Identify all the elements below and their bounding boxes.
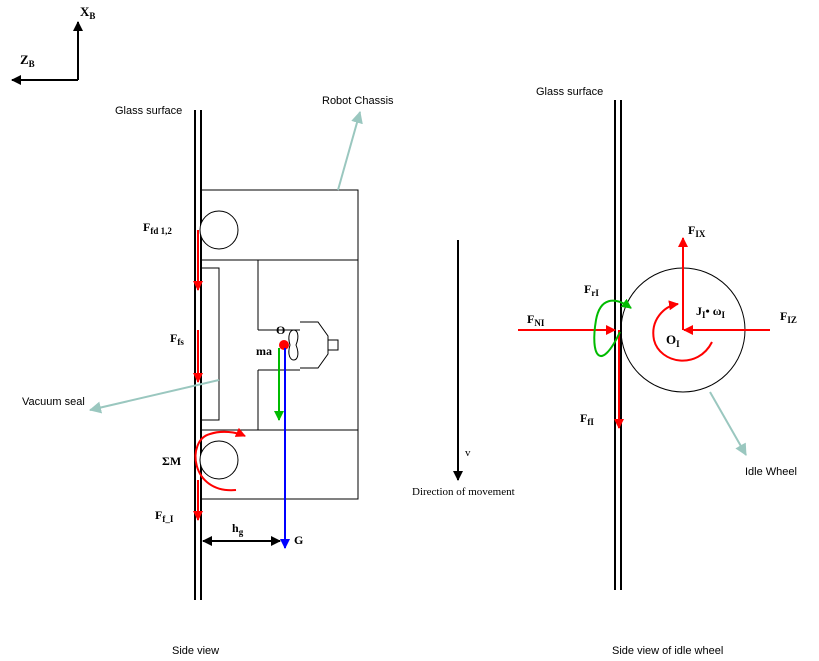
svg-text:JI• ωI: JI• ωI — [696, 304, 726, 320]
glass-surface-label-left: Glass surface — [115, 105, 182, 117]
ffs-label: F — [170, 331, 177, 345]
robot-chassis-label: Robot Chassis — [322, 95, 394, 107]
omega-label-sub: I — [722, 310, 726, 320]
ffd-label: F — [143, 220, 150, 234]
svg-text:OI: OI — [666, 332, 680, 349]
fix-label-sub: IX — [695, 229, 706, 239]
x-axis-label: X — [80, 4, 90, 19]
fni-label: F — [527, 312, 534, 326]
right-glass-surface — [614, 100, 622, 590]
fiz-label: F — [780, 309, 787, 323]
omega-label: • ω — [706, 304, 722, 318]
oi-label: O — [666, 332, 676, 347]
svg-text:FNI: FNI — [527, 312, 545, 328]
hg-label-sub: g — [239, 527, 244, 537]
fri-label: F — [584, 282, 591, 296]
ffi-right-label-sub: fI — [587, 417, 594, 427]
x-axis-label-sub: B — [89, 11, 95, 21]
ffi-right-label: F — [580, 411, 587, 425]
svg-text:hg: hg — [232, 521, 244, 537]
glass-surface-label-right: Glass surface — [536, 86, 603, 98]
fri-label-sub: rI — [591, 288, 599, 298]
wheel-top — [199, 210, 239, 250]
fri-arrow — [593, 298, 632, 357]
side-view-caption: Side view — [172, 645, 219, 657]
fni-label-sub: NI — [534, 318, 544, 328]
ji-label-sub: I — [702, 310, 706, 320]
wheel-bottom — [199, 440, 239, 480]
ji-omega-arrow — [652, 300, 713, 362]
side-view-idle-caption: Side view of idle wheel — [612, 645, 723, 657]
z-axis-label-sub: B — [29, 59, 35, 69]
fix-label: F — [688, 223, 695, 237]
direction-label: Direction of movement — [412, 486, 515, 498]
fiz-label-sub: IZ — [787, 315, 797, 325]
axes: XB ZB — [11, 4, 95, 85]
vacuum-seal-leader — [89, 379, 220, 414]
robot-chassis-leader — [337, 111, 363, 191]
ffd-label-sub: fd 1,2 — [150, 226, 172, 236]
svg-text:XB: XB — [80, 4, 95, 21]
velocity-label: v — [465, 447, 471, 459]
svg-text:FrI: FrI — [584, 282, 599, 298]
vacuum-seal-label: Vacuum seal — [22, 396, 85, 408]
hg-label: h — [232, 521, 239, 535]
svg-text:FIZ: FIZ — [780, 309, 797, 325]
vacuum-seal-block — [200, 267, 220, 421]
sum-moment-arrow — [194, 427, 246, 492]
oi-label-sub: I — [676, 339, 680, 349]
svg-text:Ff_I: Ff_I — [155, 508, 174, 524]
svg-text:ZB: ZB — [20, 52, 35, 69]
svg-text:Ffd 1,2: Ffd 1,2 — [143, 220, 172, 236]
svg-text:FfI: FfI — [580, 411, 594, 427]
gravity-label: G — [294, 533, 303, 547]
idle-wheel-label: Idle Wheel — [745, 466, 797, 478]
ma-label: ma — [256, 344, 272, 358]
sum-moment-label: ΣM — [162, 454, 181, 468]
idle-wheel-leader — [709, 391, 747, 456]
svg-text:Ffs: Ffs — [170, 331, 184, 347]
svg-text:FIX: FIX — [688, 223, 706, 239]
point-o-label: O — [276, 323, 285, 337]
fan-icon — [288, 321, 339, 369]
ji-label: J — [696, 304, 702, 318]
center-of-mass-dot — [279, 340, 289, 350]
ffs-label-sub: fs — [177, 337, 184, 347]
ffi-left-label: F — [155, 508, 162, 522]
z-axis-label: Z — [20, 52, 29, 67]
ffi-left-label-sub: f_I — [162, 514, 173, 524]
